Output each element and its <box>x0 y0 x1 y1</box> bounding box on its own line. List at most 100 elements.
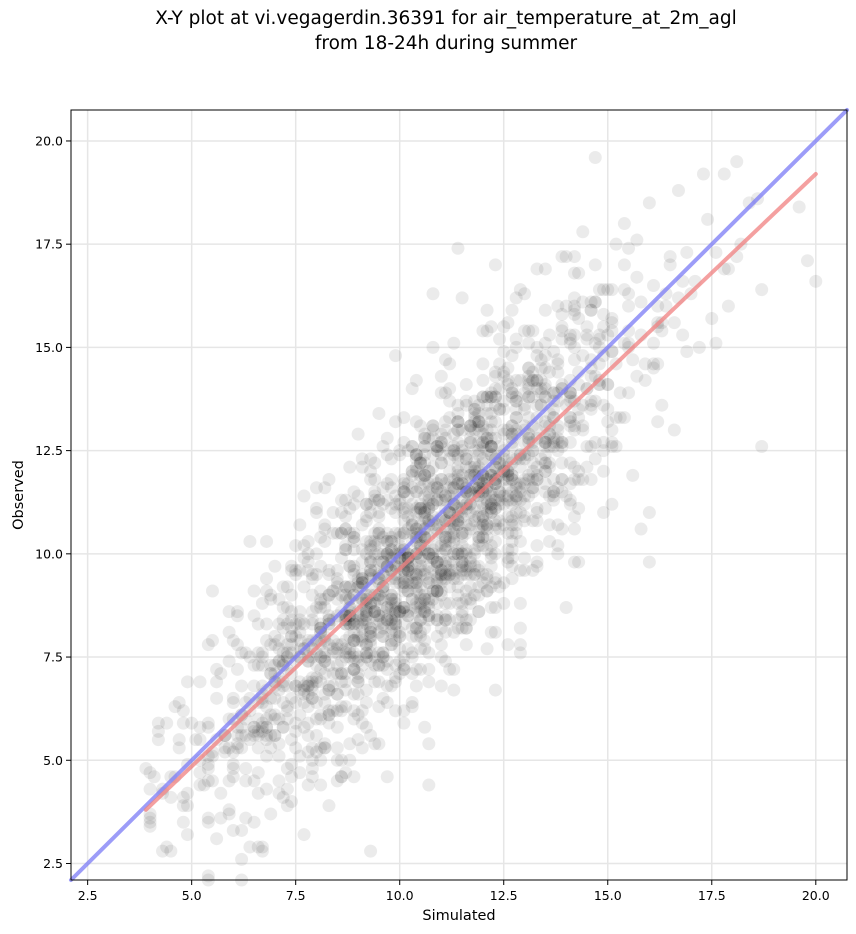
data-point <box>459 378 473 392</box>
data-point <box>384 543 398 557</box>
data-point <box>222 625 236 639</box>
data-point <box>422 489 436 503</box>
data-point <box>505 543 519 557</box>
data-point <box>176 704 190 718</box>
data-point <box>380 613 394 627</box>
data-point <box>143 811 157 825</box>
data-point <box>347 654 361 668</box>
data-point <box>484 506 498 520</box>
data-point <box>334 506 348 520</box>
data-point <box>401 444 415 458</box>
data-point <box>505 497 519 511</box>
data-point <box>409 662 423 676</box>
data-point <box>343 460 357 474</box>
data-point <box>414 481 428 495</box>
data-point <box>389 675 403 689</box>
data-point <box>147 770 161 784</box>
data-point <box>518 510 532 524</box>
data-point <box>409 576 423 590</box>
data-point <box>339 634 353 648</box>
data-point <box>355 634 369 648</box>
data-point <box>235 728 249 742</box>
data-point <box>476 576 490 590</box>
data-point <box>426 543 440 557</box>
data-point <box>210 832 224 846</box>
data-point <box>414 605 428 619</box>
data-point <box>530 539 544 553</box>
data-point <box>501 468 515 482</box>
data-point <box>647 361 661 375</box>
data-point <box>476 530 490 544</box>
data-point <box>297 687 311 701</box>
data-point <box>493 493 507 507</box>
data-point <box>347 770 361 784</box>
data-point <box>226 691 240 705</box>
data-point <box>430 439 444 453</box>
data-point <box>384 543 398 557</box>
data-point <box>472 415 486 429</box>
data-point <box>497 489 511 503</box>
data-point <box>501 316 515 330</box>
data-point <box>422 596 436 610</box>
data-point <box>289 567 303 581</box>
data-point <box>293 749 307 763</box>
data-point <box>447 662 461 676</box>
data-point <box>418 439 432 453</box>
data-point <box>447 439 461 453</box>
data-point <box>339 539 353 553</box>
data-point <box>409 679 423 693</box>
data-point <box>642 555 656 569</box>
data-point <box>405 621 419 635</box>
data-point <box>555 473 569 487</box>
data-point <box>339 700 353 714</box>
data-point <box>792 200 806 214</box>
data-point <box>414 642 428 656</box>
data-point <box>451 518 465 532</box>
data-point <box>480 406 494 420</box>
data-point <box>322 716 336 730</box>
data-point <box>276 580 290 594</box>
data-point <box>409 572 423 586</box>
data-point <box>359 497 373 511</box>
data-point <box>513 646 527 660</box>
data-point <box>318 601 332 615</box>
data-point <box>359 609 373 623</box>
data-point <box>255 650 269 664</box>
data-point <box>430 572 444 586</box>
data-point <box>393 605 407 619</box>
data-point <box>468 460 482 474</box>
data-point <box>401 551 415 565</box>
data-point <box>405 559 419 573</box>
data-point <box>285 770 299 784</box>
data-point <box>530 373 544 387</box>
data-point <box>455 444 469 458</box>
data-point <box>447 444 461 458</box>
data-point <box>476 357 490 371</box>
chart-title-line-1: X-Y plot at vi.vegagerdin.36391 for air_… <box>155 8 737 29</box>
data-point <box>497 497 511 511</box>
data-point <box>447 481 461 495</box>
data-point <box>409 621 423 635</box>
data-point <box>497 345 511 359</box>
data-point <box>260 634 274 648</box>
data-point <box>414 501 428 515</box>
data-point <box>201 757 215 771</box>
data-point <box>280 617 294 631</box>
data-point <box>418 448 432 462</box>
data-point <box>426 431 440 445</box>
data-point <box>368 485 382 499</box>
data-point <box>555 332 569 346</box>
data-point <box>364 539 378 553</box>
data-point <box>451 588 465 602</box>
data-point <box>222 774 236 788</box>
data-point <box>309 601 323 615</box>
data-point <box>339 675 353 689</box>
data-point <box>268 712 282 726</box>
data-point <box>418 592 432 606</box>
data-point <box>526 485 540 499</box>
data-point <box>680 345 694 359</box>
data-point <box>493 485 507 499</box>
data-point <box>451 398 465 412</box>
data-point <box>468 444 482 458</box>
data-point <box>430 493 444 507</box>
